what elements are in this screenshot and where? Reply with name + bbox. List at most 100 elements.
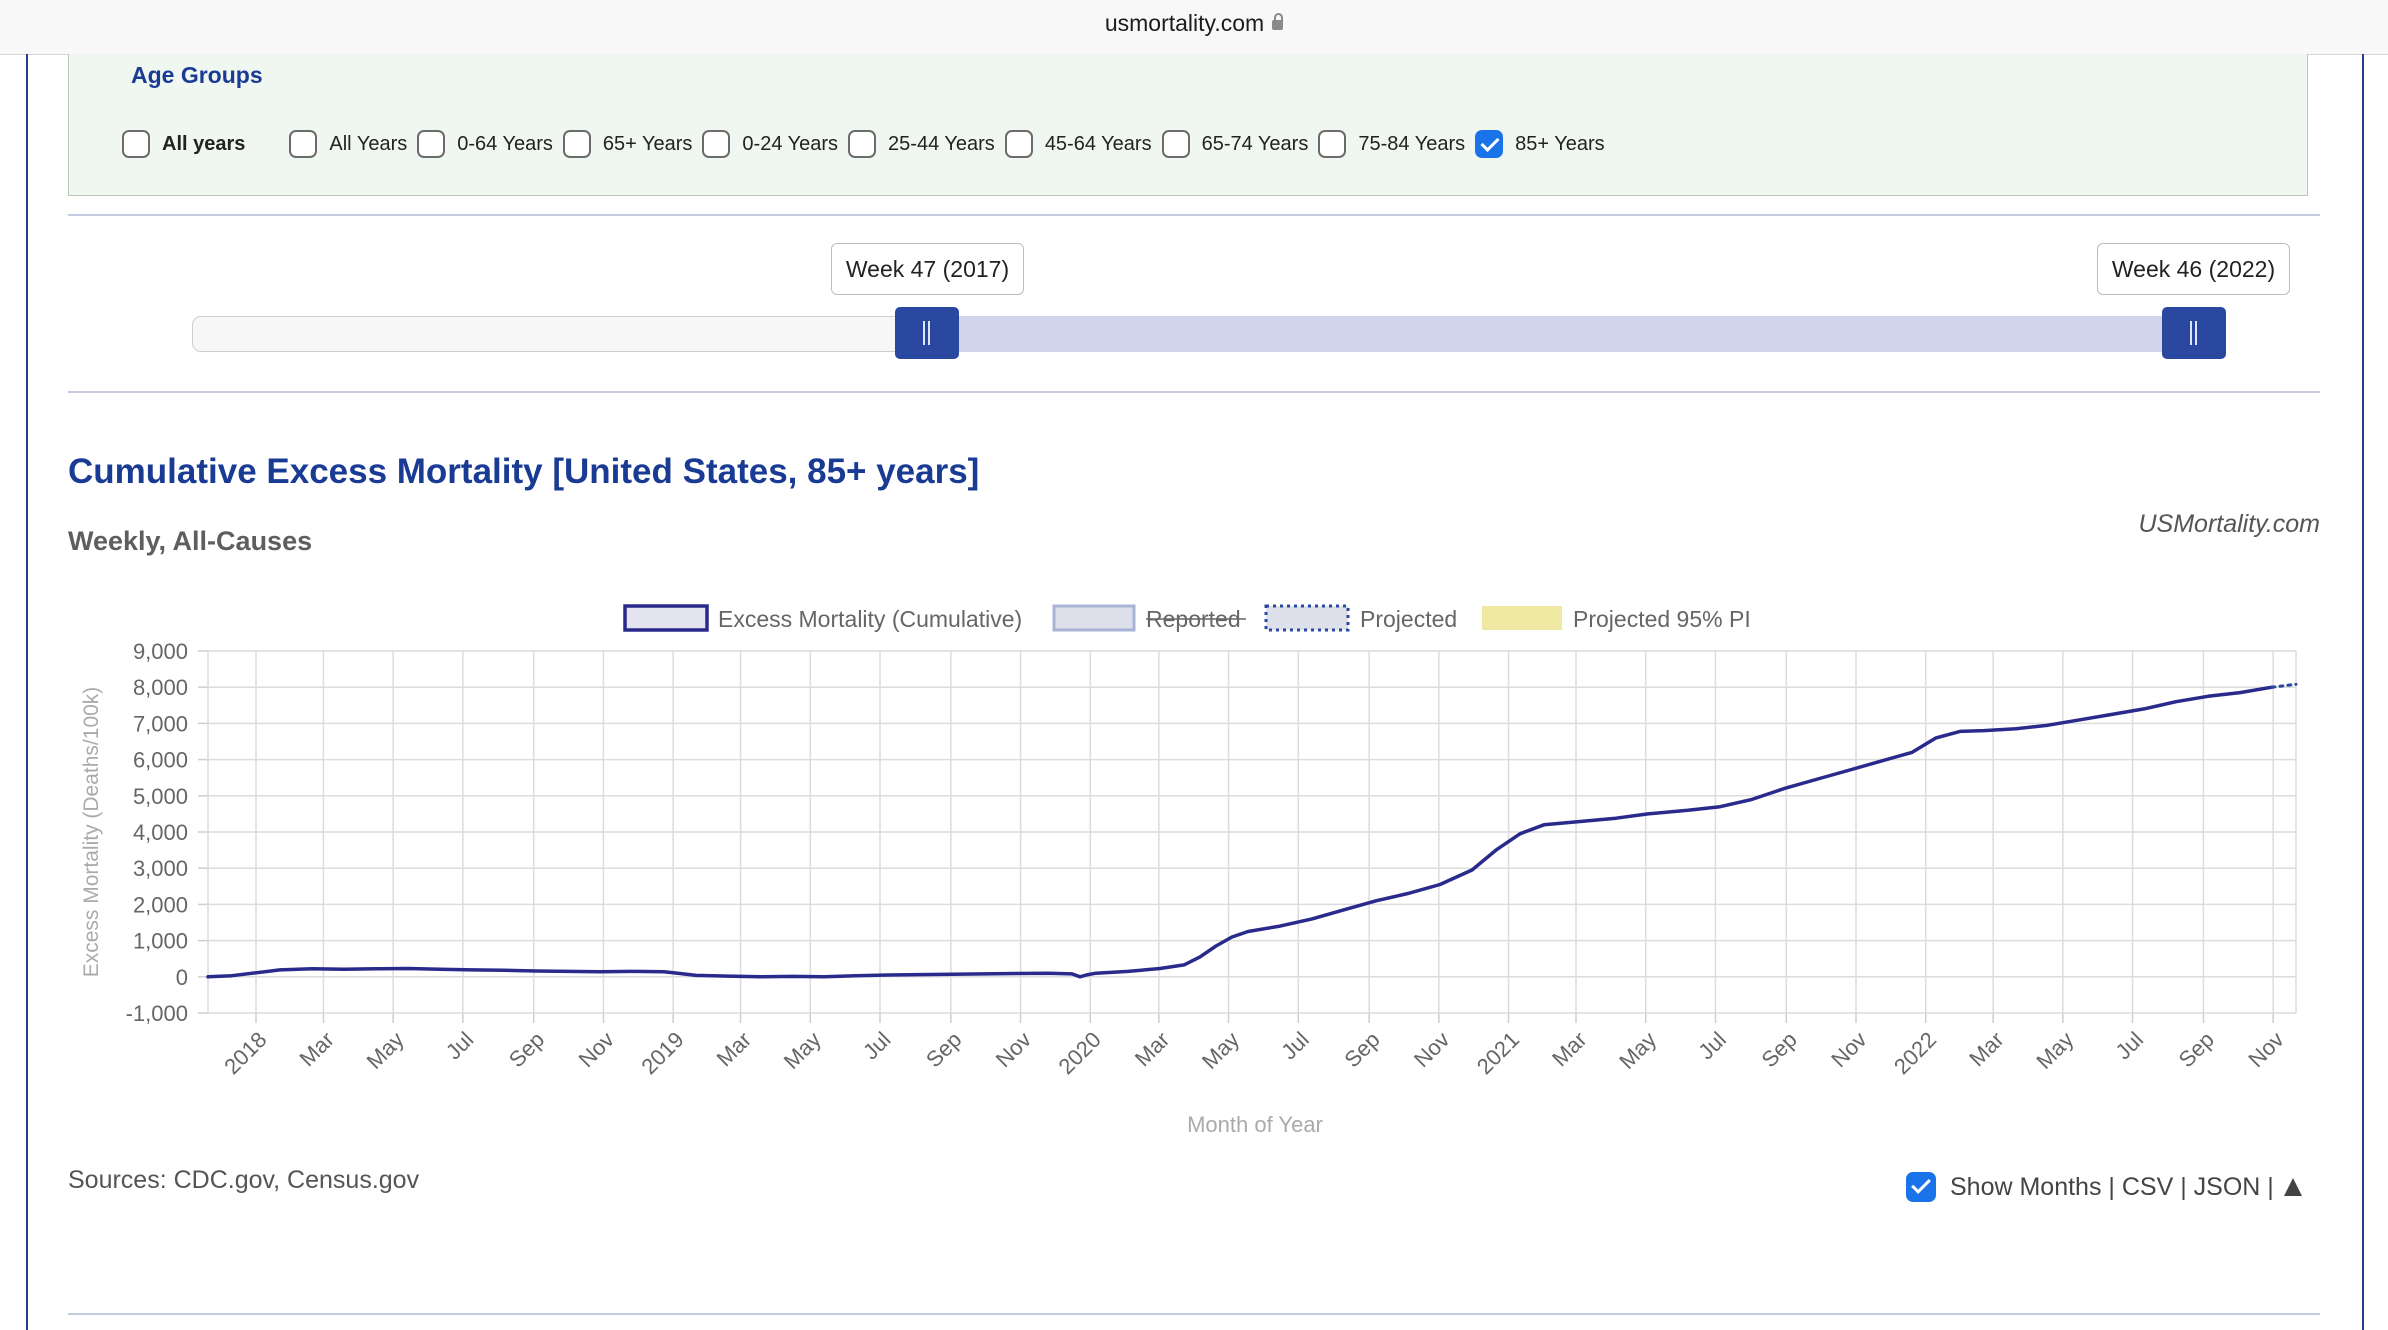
x-tick-label: 2018	[219, 1027, 271, 1079]
legend-item: Excess Mortality (Cumulative)	[623, 604, 1022, 632]
x-tick-label: Jul	[441, 1027, 479, 1065]
y-tick-label: 0	[176, 965, 188, 990]
legend-label: Projected 95% PI	[1573, 606, 1751, 632]
age-group-option[interactable]: 0-64 Years	[417, 130, 553, 158]
legend-swatch	[1052, 604, 1136, 632]
age-group-label[interactable]: 25-44 Years	[888, 132, 995, 155]
x-tick-label: 2022	[1889, 1027, 1941, 1079]
y-tick-label: 7,000	[133, 711, 188, 736]
age-group-checkbox[interactable]	[122, 130, 150, 158]
age-group-option[interactable]: 75-84 Years	[1318, 130, 1465, 158]
age-group-label[interactable]: 0-24 Years	[742, 132, 839, 155]
y-tick-label: 2,000	[133, 892, 188, 917]
range-slider-start-handle[interactable]	[895, 307, 959, 359]
age-group-option[interactable]: 0-24 Years	[702, 130, 838, 158]
x-tick-label: Jul	[858, 1027, 896, 1065]
brand-credit: USMortality.com	[2138, 510, 2320, 538]
x-tick-label: Mar	[1130, 1027, 1174, 1071]
x-axis-title: Month of Year	[1187, 1112, 1323, 1137]
legend-swatch	[623, 604, 709, 632]
age-group-checkbox[interactable]	[1161, 130, 1190, 158]
age-group-checkbox[interactable]	[417, 130, 446, 158]
age-group-option[interactable]: 65+ Years	[562, 130, 693, 158]
x-tick-label: Nov	[2243, 1027, 2288, 1072]
age-group-option[interactable]: All years	[122, 130, 245, 158]
x-tick-label: Mar	[712, 1027, 756, 1071]
legend-label: Excess Mortality (Cumulative)	[718, 606, 1022, 632]
x-tick-label: Nov	[1826, 1027, 1871, 1072]
x-tick-label: May	[362, 1027, 409, 1074]
age-group-label[interactable]: 45-64 Years	[1044, 132, 1152, 155]
section-divider	[68, 391, 2320, 393]
age-group-label[interactable]: 65+ Years	[602, 132, 693, 155]
chart-footer-controls: Show Months | CSV | JSON |	[1906, 1172, 2302, 1202]
y-tick-label: 5,000	[133, 784, 188, 809]
legend-swatch	[1482, 606, 1562, 630]
age-group-label[interactable]: 65-74 Years	[1201, 132, 1309, 155]
legend-item: Projected	[1264, 604, 1457, 632]
x-tick-label: Mar	[1547, 1027, 1591, 1071]
show-months-checkbox[interactable]	[1906, 1172, 1936, 1202]
range-start-label: Week 47 (2017)	[831, 243, 1024, 295]
json-link[interactable]: JSON	[2193, 1172, 2261, 1201]
range-end-label: Week 46 (2022)	[2097, 243, 2290, 295]
age-group-option[interactable]: All Years	[289, 130, 407, 158]
x-tick-label: Sep	[504, 1027, 549, 1072]
y-tick-label: 4,000	[133, 820, 188, 845]
x-tick-label: Sep	[921, 1027, 966, 1072]
y-tick-label: 1,000	[133, 929, 188, 954]
url-text[interactable]: usmortality.com	[1104, 10, 1265, 36]
section-divider	[68, 1313, 2320, 1315]
age-group-option[interactable]: 65-74 Years	[1161, 130, 1309, 158]
age-group-label[interactable]: 75-84 Years	[1358, 132, 1466, 155]
age-groups-title: Age Groups	[131, 62, 263, 88]
sources-text: Sources: CDC.gov, Census.gov	[68, 1166, 420, 1194]
age-group-checkbox[interactable]	[702, 130, 731, 158]
age-group-label[interactable]: 0-64 Years	[457, 132, 553, 155]
age-group-checkbox[interactable]	[289, 130, 318, 158]
x-tick-label: Nov	[991, 1027, 1036, 1072]
age-group-checkbox[interactable]	[1004, 130, 1033, 158]
csv-link[interactable]: CSV	[2121, 1172, 2174, 1201]
age-group-option[interactable]: 85+ Years	[1475, 130, 1605, 158]
x-tick-label: Nov	[1409, 1027, 1454, 1072]
range-slider-end-handle[interactable]	[2162, 307, 2226, 359]
age-group-checkbox[interactable]	[562, 130, 591, 158]
lock-icon	[1272, 13, 1284, 30]
show-months-label[interactable]: Show Months	[1950, 1172, 2102, 1201]
age-group-label[interactable]: All years	[162, 132, 246, 155]
age-group-label[interactable]: All Years	[329, 132, 408, 155]
age-group-label[interactable]: 85+ Years	[1515, 132, 1605, 155]
age-group-checkbox[interactable]	[1318, 130, 1347, 158]
projected-series-line	[2270, 682, 2298, 689]
scroll-to-top-icon[interactable]	[2283, 1178, 2302, 1196]
x-tick-label: Jul	[1693, 1027, 1731, 1065]
legend-item: Projected 95% PI	[1482, 606, 1751, 632]
legend-swatch	[1264, 604, 1350, 632]
x-tick-label: Jul	[1276, 1027, 1314, 1065]
y-tick-label: 8,000	[133, 675, 188, 700]
x-tick-label: 2019	[636, 1027, 688, 1079]
chart-subtitle: Weekly, All-Causes	[68, 526, 313, 556]
x-tick-label: May	[779, 1027, 826, 1074]
url-display[interactable]: usmortality.com	[0, 10, 2388, 37]
separator: |	[2260, 1172, 2274, 1201]
range-slider-selection[interactable]	[926, 316, 2194, 352]
age-group-option[interactable]: 25-44 Years	[848, 130, 995, 158]
page-frame-left	[26, 54, 28, 1330]
y-axis-title: Excess Mortality (Deaths/100k)	[80, 687, 103, 978]
x-tick-label: 2021	[1472, 1027, 1524, 1079]
age-groups-panel: Age Groups All years All Years 0-64 Years 6…	[68, 54, 2308, 196]
y-tick-label: 3,000	[133, 856, 188, 881]
legend-label: Projected	[1360, 606, 1457, 632]
page-frame-right	[2362, 54, 2364, 1330]
age-group-checkbox[interactable]	[1475, 130, 1504, 158]
chart-title: Cumulative Excess Mortality [United Stat…	[68, 452, 980, 491]
x-tick-label: Mar	[1964, 1027, 2008, 1071]
age-group-option[interactable]: 45-64 Years	[1004, 130, 1152, 158]
age-group-checkbox[interactable]	[848, 130, 877, 158]
separator: |	[2173, 1172, 2194, 1201]
y-tick-label: 9,000	[133, 639, 188, 664]
x-tick-label: Nov	[574, 1027, 619, 1072]
